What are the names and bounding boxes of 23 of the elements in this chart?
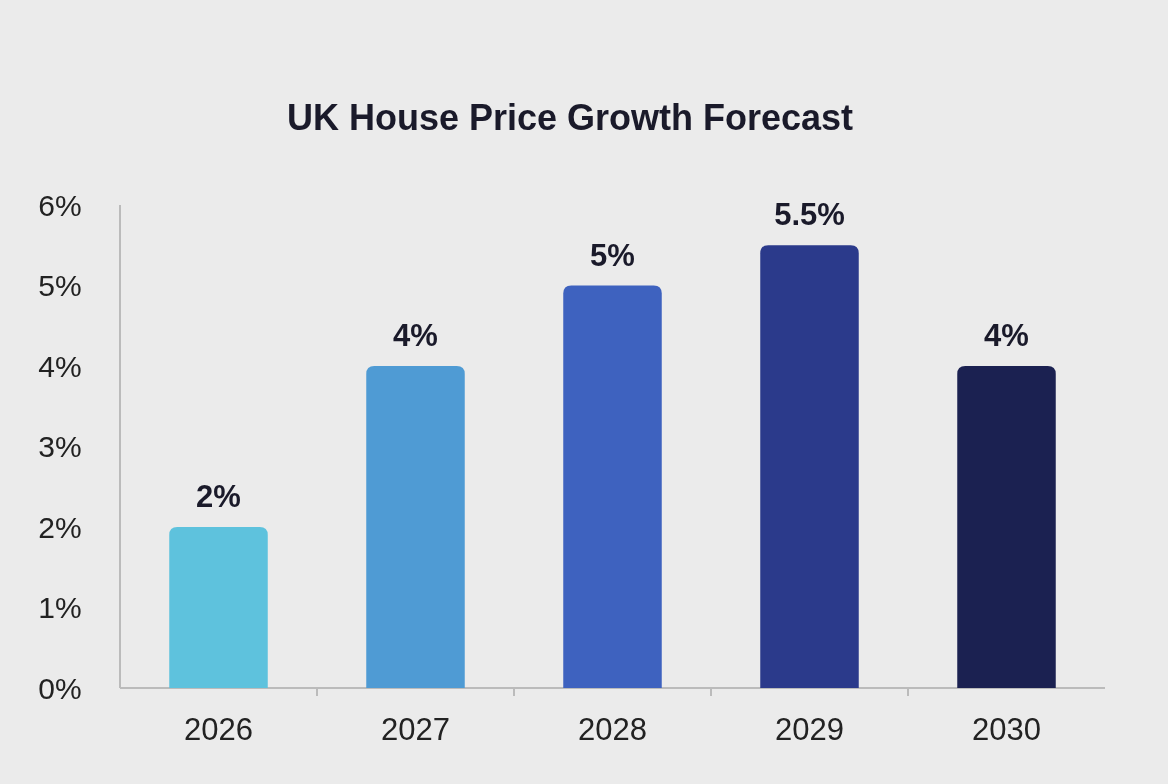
bar	[563, 285, 662, 688]
y-tick-label: 1%	[38, 591, 82, 624]
bar	[366, 366, 465, 688]
y-tick-label: 0%	[38, 671, 82, 705]
x-tick-label: 2028	[578, 712, 647, 747]
data-label: 4%	[393, 318, 438, 353]
data-label: 4%	[984, 318, 1029, 353]
y-tick-label: 3%	[38, 430, 82, 463]
data-label: 5.5%	[774, 197, 845, 233]
y-tick-label: 6%	[38, 188, 82, 222]
x-tick-label: 2026	[184, 712, 253, 747]
y-tick-label: 5%	[38, 269, 82, 302]
bar	[760, 245, 859, 688]
x-tick-label: 2030	[972, 712, 1041, 747]
data-label: 2%	[196, 479, 241, 514]
x-tick-label: 2029	[775, 712, 844, 747]
bar	[169, 527, 268, 688]
bar	[957, 366, 1056, 688]
chart-title: UK House Price Growth Forecast	[286, 97, 854, 138]
y-tick-label: 4%	[38, 349, 82, 383]
x-tick-label: 2027	[381, 712, 450, 747]
data-label: 5%	[590, 237, 635, 273]
y-tick-label: 2%	[38, 510, 82, 544]
